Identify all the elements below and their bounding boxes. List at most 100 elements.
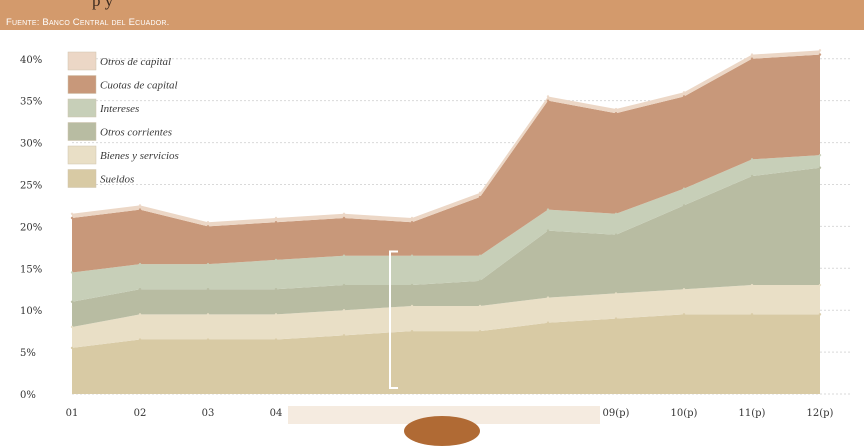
- data-point-otros_corrientes: [139, 288, 141, 290]
- data-point-bienes: [411, 305, 413, 307]
- data-point-otros_capital: [207, 221, 209, 223]
- legend-swatch-intereses: [68, 99, 96, 117]
- legend-swatch-cuotas_capital: [68, 76, 96, 94]
- data-point-bienes: [207, 313, 209, 315]
- legend-label-otros_corrientes: Otros corrientes: [100, 127, 172, 139]
- data-point-sueldos: [683, 313, 685, 315]
- x-tick-label: 12(p): [807, 408, 834, 419]
- data-point-bienes: [71, 326, 73, 328]
- data-point-sueldos: [275, 338, 277, 340]
- data-point-bienes: [275, 313, 277, 315]
- data-point-otros_corrientes: [275, 288, 277, 290]
- data-point-intereses: [343, 255, 345, 257]
- data-point-intereses: [71, 271, 73, 273]
- data-point-otros_capital: [547, 95, 549, 97]
- data-point-bienes: [819, 284, 821, 286]
- data-point-otros_capital: [343, 213, 345, 215]
- data-point-bienes: [683, 288, 685, 290]
- data-point-cuotas_capital: [71, 217, 73, 219]
- header-banner: p y Fuente: Banco Central del Ecuador.: [0, 0, 864, 30]
- x-tick-label: 03: [202, 408, 215, 419]
- legend-label-intereses: Intereses: [99, 103, 139, 115]
- data-point-otros_capital: [71, 213, 73, 215]
- legend-label-otros_capital: Otros de capital: [100, 56, 171, 68]
- data-point-sueldos: [547, 322, 549, 324]
- data-point-sueldos: [615, 317, 617, 319]
- data-point-bienes: [343, 309, 345, 311]
- data-point-otros_capital: [751, 53, 753, 55]
- data-point-cuotas_capital: [819, 53, 821, 55]
- x-tick-label: 10(p): [671, 408, 698, 419]
- data-point-bienes: [751, 284, 753, 286]
- data-point-cuotas_capital: [751, 58, 753, 60]
- data-point-intereses: [275, 259, 277, 261]
- data-point-intereses: [547, 208, 549, 210]
- legend-swatch-sueldos: [68, 170, 96, 188]
- y-tick-label: 10%: [20, 306, 42, 317]
- data-point-cuotas_capital: [207, 225, 209, 227]
- data-point-otros_capital: [615, 108, 617, 110]
- data-point-intereses: [139, 263, 141, 265]
- data-point-sueldos: [751, 313, 753, 315]
- stacked-area-chart: 0%5%10%15%20%25%30%35%40%010203040506070…: [0, 30, 864, 424]
- y-tick-label: 25%: [20, 180, 42, 191]
- legend-label-bienes: Bienes y servicios: [100, 150, 179, 162]
- data-point-intereses: [683, 187, 685, 189]
- data-point-intereses: [819, 154, 821, 156]
- data-point-sueldos: [71, 347, 73, 349]
- data-point-cuotas_capital: [411, 221, 413, 223]
- data-point-otros_capital: [275, 217, 277, 219]
- y-tick-label: 20%: [20, 222, 42, 233]
- legend-label-cuotas_capital: Cuotas de capital: [100, 80, 178, 92]
- data-point-bienes: [547, 296, 549, 298]
- data-point-cuotas_capital: [615, 112, 617, 114]
- page-title: p y: [92, 0, 113, 11]
- data-point-otros_capital: [819, 49, 821, 51]
- data-point-sueldos: [479, 330, 481, 332]
- data-point-sueldos: [343, 334, 345, 336]
- data-point-bienes: [479, 305, 481, 307]
- x-tick-label: 02: [134, 408, 147, 419]
- y-tick-label: 0%: [20, 390, 36, 401]
- data-point-intereses: [751, 158, 753, 160]
- data-point-otros_corrientes: [343, 284, 345, 286]
- data-point-otros_capital: [479, 192, 481, 194]
- data-point-otros_corrientes: [479, 280, 481, 282]
- data-point-otros_corrientes: [615, 234, 617, 236]
- chart-frame: 0%5%10%15%20%25%30%35%40%010203040506070…: [0, 30, 864, 424]
- data-point-bienes: [139, 313, 141, 315]
- y-tick-label: 15%: [20, 264, 42, 275]
- x-tick-label: 04: [270, 408, 283, 419]
- data-point-otros_corrientes: [207, 288, 209, 290]
- data-point-cuotas_capital: [479, 196, 481, 198]
- data-point-otros_corrientes: [751, 175, 753, 177]
- data-point-cuotas_capital: [139, 208, 141, 210]
- data-point-intereses: [479, 255, 481, 257]
- data-point-cuotas_capital: [343, 217, 345, 219]
- legend-swatch-otros_capital: [68, 52, 96, 70]
- x-tick-label: 11(p): [739, 408, 766, 419]
- y-tick-label: 35%: [20, 97, 42, 108]
- legend-swatch-bienes: [68, 146, 96, 164]
- data-point-intereses: [411, 255, 413, 257]
- data-point-bienes: [615, 292, 617, 294]
- data-point-intereses: [615, 213, 617, 215]
- data-point-cuotas_capital: [275, 221, 277, 223]
- y-tick-label: 30%: [20, 139, 42, 150]
- data-point-otros_corrientes: [71, 301, 73, 303]
- x-tick-label: 09(p): [603, 408, 630, 419]
- legend-label-sueldos: Sueldos: [100, 174, 134, 186]
- data-point-otros_corrientes: [683, 204, 685, 206]
- y-tick-label: 5%: [20, 348, 36, 359]
- y-tick-label: 40%: [20, 55, 42, 66]
- x-tick-label: 01: [66, 408, 79, 419]
- data-point-otros_capital: [683, 91, 685, 93]
- data-point-cuotas_capital: [547, 99, 549, 101]
- data-point-sueldos: [207, 338, 209, 340]
- data-point-sueldos: [139, 338, 141, 340]
- data-point-intereses: [207, 263, 209, 265]
- data-point-otros_capital: [411, 217, 413, 219]
- data-point-sueldos: [411, 330, 413, 332]
- data-point-cuotas_capital: [683, 95, 685, 97]
- overlay-oval: [404, 416, 480, 446]
